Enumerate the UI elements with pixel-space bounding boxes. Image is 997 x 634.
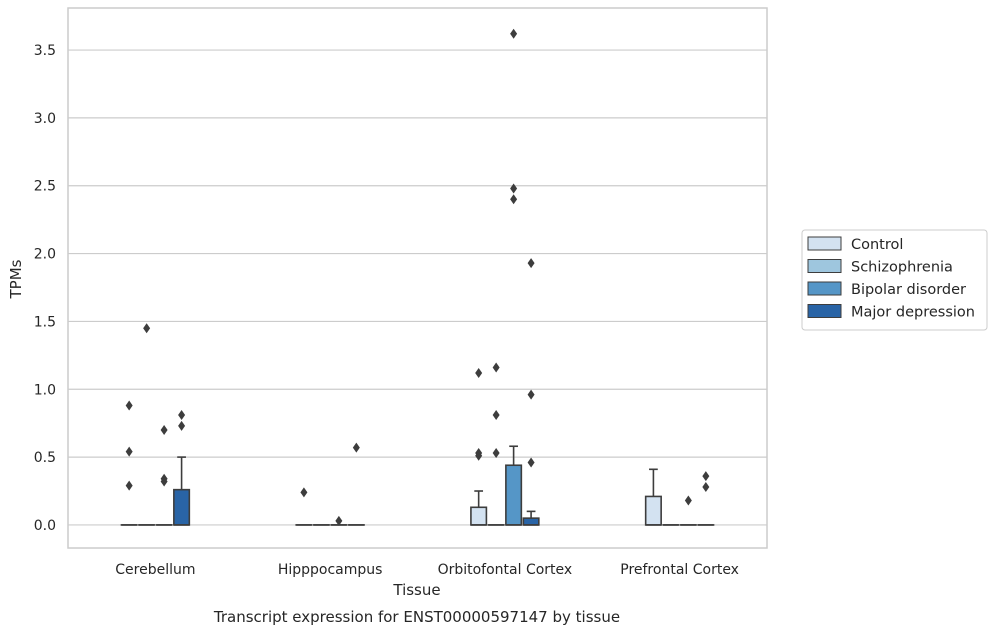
outlier-point	[510, 194, 518, 205]
outlier-point	[178, 420, 186, 431]
chart-caption: Transcript expression for ENST0000059714…	[213, 608, 620, 626]
outlier-point	[702, 471, 710, 482]
box-body	[505, 464, 523, 526]
plot-border	[67, 7, 768, 549]
box-body	[173, 488, 191, 526]
legend-label: Schizophrenia	[851, 260, 953, 276]
legend-label: Bipolar disorder	[851, 282, 966, 298]
outlier-point	[527, 457, 535, 468]
box-body	[470, 506, 488, 526]
x-tick-label: Cerebellum	[115, 562, 195, 578]
outlier-point	[178, 410, 186, 421]
outlier-point	[475, 367, 483, 378]
boxes	[120, 28, 715, 526]
box-2-3	[522, 258, 540, 526]
outlier-point	[352, 442, 360, 453]
y-tick-label: 1.5	[34, 314, 56, 330]
outlier-point	[125, 446, 133, 457]
legend: Control Schizophrenia Bipolar disorder Majo…	[801, 229, 988, 331]
outlier-point	[510, 183, 518, 194]
outlier-point	[702, 481, 710, 492]
legend-swatch	[807, 281, 842, 296]
y-tick-label: 0.5	[34, 450, 56, 466]
y-axis-label: TPMs	[7, 259, 25, 299]
outlier-point	[527, 389, 535, 400]
legend-label: Major depression	[851, 305, 975, 321]
box-2-2	[505, 28, 523, 526]
y-tick-label: 0.0	[34, 518, 56, 534]
outlier-point	[492, 448, 500, 459]
box-3-0	[644, 468, 662, 526]
box-0-2	[155, 424, 173, 526]
outlier-point	[684, 495, 692, 506]
y-tick-label: 2.0	[34, 247, 56, 263]
legend-label: Control	[851, 237, 903, 253]
box-0-1	[138, 323, 156, 526]
box-3-2	[679, 495, 697, 526]
box-0-3	[173, 410, 191, 526]
box-2-0	[470, 367, 488, 526]
legend-box	[801, 229, 988, 331]
y-tick-label: 2.5	[34, 179, 56, 195]
outlier-point	[510, 28, 518, 39]
y-tick-labels: 0.0 0.5 1.0 1.5 2.0 2.5 3.0 3.5	[34, 43, 56, 534]
box-body	[644, 495, 662, 526]
outlier-point	[300, 487, 308, 498]
x-tick-labels: Cerebellum Hipppocampus Orbitofontal Corte…	[115, 562, 739, 578]
outlier-point	[125, 480, 133, 491]
box-1-3	[347, 442, 365, 526]
x-axis-label: Tissue	[392, 581, 440, 599]
legend-swatch	[807, 259, 842, 273]
x-tick-label: Prefrontal Cortex	[620, 562, 739, 578]
outlier-point	[125, 400, 133, 411]
box-1-2	[330, 515, 348, 526]
outlier-point	[160, 476, 168, 487]
gridlines	[68, 49, 767, 526]
box-0-0	[120, 400, 138, 526]
x-tick-label: Orbitofontal Cortex	[438, 562, 573, 578]
box-body	[522, 517, 540, 526]
x-tick-label: Hipppocampus	[278, 562, 383, 578]
outlier-point	[143, 323, 151, 334]
y-tick-label: 1.0	[34, 382, 56, 398]
outlier-point	[492, 410, 500, 421]
box-3-3	[697, 471, 715, 526]
legend-swatch	[807, 236, 842, 251]
outlier-point	[160, 424, 168, 435]
plot-frame	[67, 7, 768, 549]
y-tick-label: 3.5	[34, 43, 56, 59]
box-1-0	[295, 487, 313, 526]
y-tick-label: 3.0	[34, 111, 56, 127]
outlier-point	[492, 362, 500, 373]
outlier-point	[475, 450, 483, 461]
legend-swatch	[807, 304, 842, 318]
outlier-point	[335, 515, 343, 526]
outlier-point	[527, 258, 535, 269]
box-2-1	[487, 362, 505, 526]
